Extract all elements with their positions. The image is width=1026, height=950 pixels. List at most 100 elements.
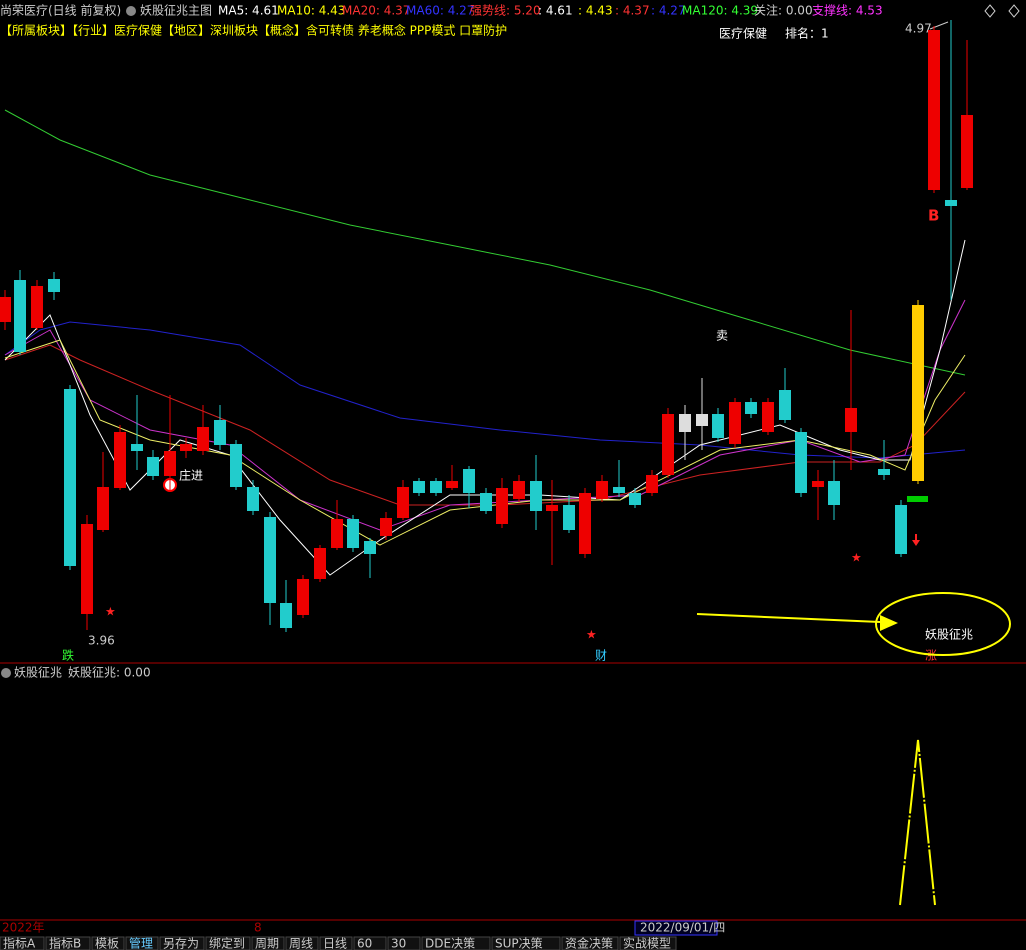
candle-body [364,541,376,554]
ma120: MA120: 4.39 [682,4,758,18]
candle-body [845,408,857,432]
pointer [929,21,949,30]
candle-body [114,432,126,488]
tab-label[interactable]: 日线 [323,937,347,950]
candle-body [314,548,326,579]
candle-body [331,519,343,548]
candle-body [696,414,708,426]
tab-label[interactable]: 周线 [289,937,313,950]
tab[interactable] [91,936,125,950]
candle-body [613,487,625,493]
tab[interactable] [285,936,319,950]
tab-label[interactable]: DDE决策 [425,937,475,950]
tab-label[interactable]: 模板 [95,937,119,950]
ma5: MA5: 4.61 [218,4,279,18]
value: : 4.43 [578,4,613,18]
candle-body [347,519,359,548]
candle-body [513,481,525,499]
candle-body [0,297,11,322]
high-label: 4.97 [905,22,932,36]
tab-label[interactable]: 指标A [3,936,36,950]
tab-label[interactable]: 周期 [255,937,279,950]
support-line: 支撑线: 4.53 [812,3,883,18]
candle-body [64,389,76,566]
tab-label[interactable]: 绑定到 [209,936,245,950]
tab-label[interactable]: 60 [357,937,372,950]
candle-body [961,115,973,188]
marker [907,496,928,502]
ma-line [4,239,966,576]
candle-body [928,30,940,190]
tab[interactable] [159,936,205,950]
tab[interactable] [0,936,45,950]
candle-body [131,444,143,451]
candle-body [496,488,508,524]
month: 8 [254,921,262,935]
date-box [634,920,718,936]
sectors: 【所属板块】【行业】医疗保健【地区】深圳板块【概念】含可转债 养老概念 PPP模… [0,23,507,38]
stock-name: 尚荣医疗(日线 前复权) [0,3,121,18]
tab-label[interactable]: 管理 [129,936,153,950]
candle-body [662,414,674,475]
tab[interactable] [319,936,353,950]
signal-spike [899,739,936,906]
candle-body [646,475,658,493]
window-icons[interactable] [984,4,1020,18]
tab[interactable] [45,936,91,950]
tab[interactable] [387,936,421,950]
candle-body [579,493,591,554]
tab[interactable] [353,936,387,950]
ma60: MA60: 4.27 [406,4,474,18]
buy-signal: B [928,207,939,225]
candle-body [14,280,26,352]
candle-body [164,451,176,476]
candle-body [147,457,159,476]
panel-value: 妖股征兆: 0.00 [68,666,151,680]
star: ★ [105,605,116,619]
strong-line: 强势线: 5.20 [470,4,541,18]
year: 2022年 [2,921,45,935]
focus: 关注: 0.00 [754,3,813,18]
tab[interactable] [125,936,159,950]
tab-label[interactable]: 另存为 [163,937,199,950]
candle-body [679,414,691,432]
candle-body [828,481,840,505]
star: ★ [586,628,597,642]
candle-body [297,579,309,615]
tab[interactable] [421,936,491,950]
candle-body [729,402,741,444]
candle-body [413,481,425,493]
candle-body [812,481,824,487]
candle-body [197,427,209,451]
tab[interactable] [205,936,251,950]
value: : 4.61 [538,4,573,18]
candle-body [480,493,492,511]
candle-body [430,481,442,493]
candle-body [230,444,242,487]
value: : 4.27 [651,4,686,18]
candle-body [48,279,60,292]
candle-body [97,487,109,530]
ma-line [4,299,966,531]
candle-body [762,402,774,432]
tab[interactable] [491,936,561,950]
tab-label[interactable]: 资金决策 [565,936,613,950]
candle-body [945,200,957,206]
tab-label[interactable]: 指标B [49,936,81,950]
candle-body [546,505,558,511]
value: : 4.37 [615,4,650,18]
tab[interactable] [561,936,619,950]
fall-signal: 跌 [62,648,74,663]
tab-label[interactable]: 实战模型 [623,936,671,950]
tab-label[interactable]: 30 [391,937,406,950]
tab[interactable] [619,936,677,950]
candle-body [81,524,93,614]
candle-body [745,402,757,414]
candle-body [397,487,409,518]
tab[interactable] [251,936,285,950]
up-arrow [912,534,920,546]
candle-body [264,517,276,603]
tab-label[interactable]: SUP决策 [495,937,543,950]
candle-body [712,414,724,438]
